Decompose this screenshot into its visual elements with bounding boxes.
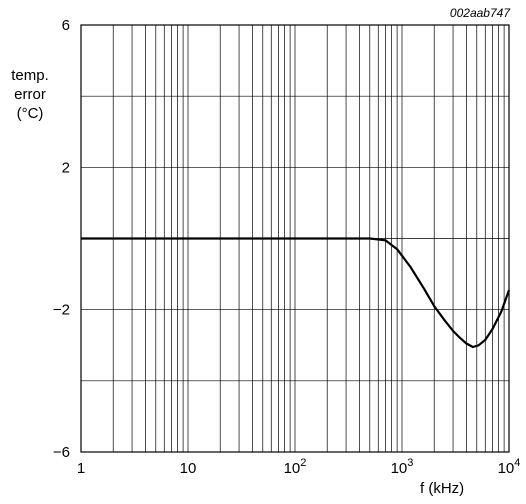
figure-reference: 002aab747 <box>449 6 510 20</box>
y-tick-label: −6 <box>53 444 70 461</box>
y-tick-label: −2 <box>53 302 70 319</box>
y-axis-label: temp. error (°C) <box>6 66 54 123</box>
x-tick-label: 102 <box>284 457 307 477</box>
y-tick-label: 6 <box>62 17 70 34</box>
x-tick-labels: 1 10 102 103 104 <box>77 457 521 477</box>
y-tick-labels: 6 2 −2 −6 <box>53 17 70 461</box>
x-tick-label: 10 <box>180 460 197 477</box>
y-axis-label-line: (°C) <box>16 105 44 122</box>
y-axis-label-line: error <box>14 86 46 103</box>
x-tick-label: 104 <box>498 457 521 477</box>
x-tick-label: 103 <box>391 457 414 477</box>
series-line <box>81 237 511 349</box>
x-axis-label: f (kHz) <box>420 480 465 497</box>
y-tick-label: 2 <box>62 159 70 176</box>
y-axis-label-line: temp. <box>11 67 49 84</box>
x-tick-label: 1 <box>77 460 85 477</box>
data-series <box>81 237 511 349</box>
